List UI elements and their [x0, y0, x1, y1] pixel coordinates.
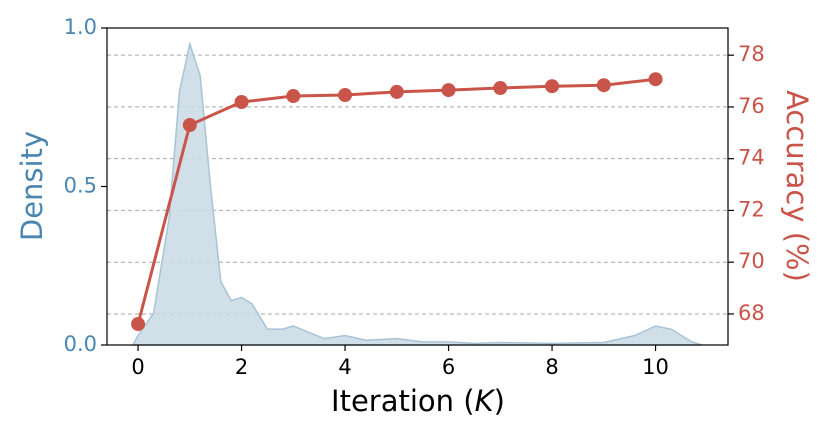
y2-axis-label: Accuracy (%): [780, 90, 814, 282]
x-label-part: Iteration (: [331, 384, 475, 418]
accuracy-point: [131, 317, 146, 332]
accuracy-point: [545, 79, 560, 94]
y-tick-label: 0.5: [64, 174, 97, 198]
y-axis-label: Density: [15, 131, 49, 241]
x-tick-label: 6: [442, 355, 455, 379]
accuracy-point: [441, 83, 456, 98]
accuracy-point: [648, 72, 663, 87]
y2-tick-label: 76: [738, 94, 765, 118]
x-tick-label: 0: [131, 355, 144, 379]
accuracy-point: [182, 118, 197, 133]
x-label-part: ): [494, 384, 505, 418]
y2-tick-label: 78: [738, 42, 765, 66]
y-tick-label: 1.0: [64, 15, 97, 39]
x-label-part: K: [475, 384, 496, 418]
y2-tick-label: 70: [738, 249, 765, 273]
y2-tick-label: 74: [738, 146, 765, 170]
x-tick-label: 8: [545, 355, 558, 379]
y2-tick-label: 68: [738, 301, 765, 325]
accuracy-point: [338, 88, 353, 103]
x-tick-label: 4: [338, 355, 351, 379]
x-axis-label: Iteration (K): [331, 384, 505, 418]
y2-tick-label: 72: [738, 197, 765, 221]
accuracy-point: [234, 95, 249, 110]
x-tick-label: 10: [642, 355, 669, 379]
y-tick-label: 0.0: [64, 332, 97, 356]
accuracy-point: [389, 84, 404, 99]
x-tick-label: 2: [235, 355, 248, 379]
accuracy-point: [596, 78, 611, 93]
accuracy-point: [286, 89, 301, 104]
density-area: [131, 40, 703, 346]
accuracy-point: [493, 81, 508, 96]
